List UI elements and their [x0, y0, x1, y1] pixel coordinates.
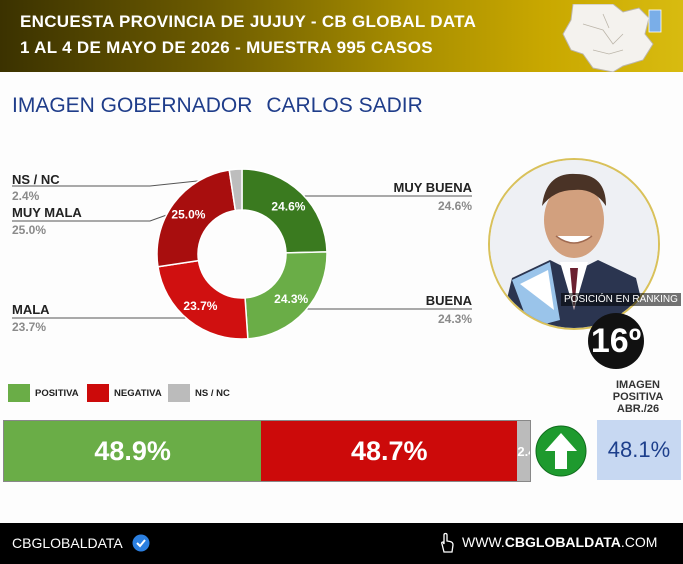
imagen-positiva-title-line2: POSITIVA: [612, 391, 664, 403]
label-nsnc: NS / NC: [12, 172, 60, 187]
ranking-badge: 16º: [588, 313, 644, 369]
bar-segment-ns-nc: 2.4: [517, 421, 530, 481]
stacked-bar: 48.9%48.7%2.4: [3, 420, 531, 482]
footer: CBGLOBALDATA WWW.CBGLOBALDATA.COM: [0, 523, 683, 564]
label-muy-mala: MUY MALA: [12, 205, 82, 220]
label-mala: MALA: [12, 302, 50, 317]
value-mala: 23.7%: [12, 320, 47, 334]
bar-segment-negativa: 48.7%: [261, 421, 518, 481]
donut-slice-ns-nc: [228, 168, 243, 212]
ranking-label: POSICIÓN EN RANKING: [561, 293, 681, 306]
label-muy-buena: MUY BUENA: [393, 180, 473, 195]
legend-label-nsnc: NS / NC: [195, 387, 230, 399]
donut-slice-muy-mala: [156, 169, 237, 268]
legend-label-positiva: POSITIVA: [35, 387, 79, 399]
header-title-line2: 1 AL 4 DE MAYO DE 2026 - MUESTRA 995 CAS…: [20, 38, 433, 57]
donut-slice-muy-buena: [241, 168, 328, 254]
footer-site-suffix: .COM: [620, 534, 658, 550]
page-subtitle: IMAGEN GOBERNADOR CARLOS SADIR: [12, 94, 437, 118]
donut-slice-label: 23.7%: [183, 299, 217, 313]
verified-badge-icon: [132, 534, 150, 552]
donut-slice-mala: [157, 259, 249, 340]
value-muy-mala: 25.0%: [12, 223, 47, 237]
donut-slice-label: 25.0%: [171, 208, 205, 222]
imagen-positiva-title: IMAGEN POSITIVA ABR./26: [600, 379, 676, 415]
label-buena: BUENA: [425, 293, 472, 308]
donut-slice-label: 24.3%: [274, 292, 308, 306]
footer-brand-text: CBGLOBALDATA: [12, 535, 122, 551]
arrow-up-icon: [535, 425, 587, 477]
subtitle-topic: IMAGEN GOBERNADOR: [12, 94, 253, 117]
footer-website-link[interactable]: WWW.CBGLOBALDATA.COM: [462, 534, 657, 550]
legend-positiva: POSITIVA: [8, 384, 79, 402]
legend-label-negativa: NEGATIVA: [114, 387, 162, 399]
value-buena: 24.3%: [437, 312, 472, 326]
imagen-positiva-title-line3: ABR./26: [616, 403, 660, 415]
subtitle-name: CARLOS SADIR: [266, 94, 423, 117]
legend-swatch-negativa: [87, 384, 109, 402]
jujuy-map-icon: [562, 4, 662, 72]
footer-site-prefix: WWW.: [462, 534, 505, 550]
header-title-line1: ENCUESTA PROVINCIA DE JUJUY - CB GLOBAL …: [20, 12, 477, 31]
footer-brand: CBGLOBALDATA: [12, 534, 150, 552]
legend-nsnc: NS / NC: [168, 384, 230, 402]
legend-negativa: NEGATIVA: [87, 384, 162, 402]
value-muy-buena: 24.6%: [437, 199, 472, 213]
bar-segment-positiva: 48.9%: [4, 421, 262, 481]
legend-swatch-positiva: [8, 384, 30, 402]
footer-site-bold: CBGLOBALDATA: [504, 534, 621, 550]
donut-slice-label: 24.6%: [271, 199, 305, 213]
value-nsnc: 2.4%: [12, 189, 40, 203]
header-banner: ENCUESTA PROVINCIA DE JUJUY - CB GLOBAL …: [0, 0, 683, 72]
legend-swatch-nsnc: [168, 384, 190, 402]
hand-pointer-icon: [441, 532, 454, 553]
imagen-positiva-value: 48.1%: [597, 420, 681, 480]
imagen-positiva-title-line1: IMAGEN: [616, 379, 660, 391]
